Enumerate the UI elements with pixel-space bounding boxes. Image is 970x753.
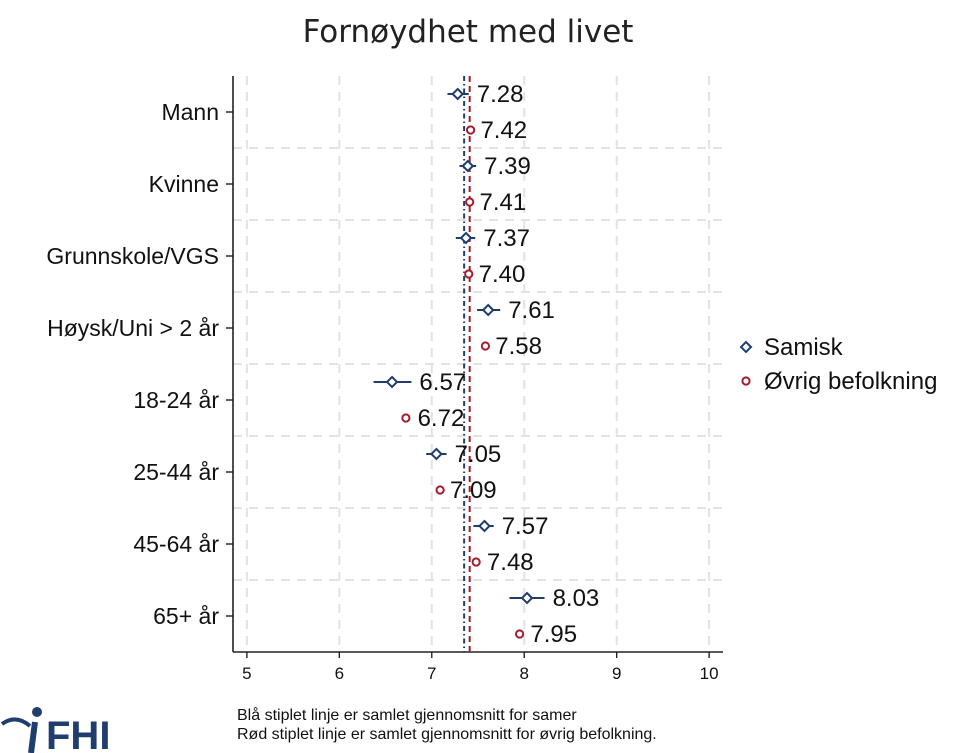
x-tick-label: 8: [519, 664, 528, 683]
legend-label: Øvrig befolkning: [764, 368, 937, 395]
data-point: [465, 197, 475, 207]
x-tick-label: 5: [242, 664, 251, 683]
legend: Samisk Øvrig befolkning: [739, 334, 937, 395]
data-label: 7.95: [530, 621, 577, 648]
category-label: Høysk/Uni > 2 år: [47, 315, 219, 341]
data-point: [471, 557, 481, 567]
data-point: [520, 591, 534, 605]
data-point: [451, 87, 465, 101]
data-point: [480, 341, 490, 351]
data-point: [515, 629, 525, 639]
data-point: [429, 447, 443, 461]
fhi-logo-mark: [0, 707, 42, 753]
x-tick-label: 10: [700, 664, 719, 683]
x-tick-label: 7: [427, 664, 436, 683]
plot-area: 5 6 7 8 9 10 Mann Kvinne Grunnskole/VGS Høysk/Uni…: [46, 76, 723, 683]
data-point: [481, 303, 495, 317]
data-point: [461, 159, 475, 173]
data-label: 7.57: [502, 513, 549, 540]
data-label: 7.37: [483, 225, 530, 252]
data-point: [385, 375, 399, 389]
data-point: [459, 231, 473, 245]
data-label: 6.57: [419, 369, 466, 396]
category-label: 45-64 år: [133, 531, 219, 557]
x-tick-label: 6: [335, 664, 344, 683]
footnote-ovrig: Rød stiplet linje er samlet gjennomsnitt…: [237, 726, 657, 743]
fhi-logo: FHI: [0, 707, 110, 753]
chart-title: Fornøydhet med livet: [303, 14, 634, 50]
category-label: Mann: [161, 99, 219, 125]
data-label: 7.41: [480, 189, 527, 216]
data-label: 7.39: [484, 153, 531, 180]
category-label: Grunnskole/VGS: [46, 243, 219, 269]
category-label: Kvinne: [149, 171, 219, 197]
footnote-samer: Blå stiplet linje er samlet gjennomsnitt…: [237, 707, 577, 724]
category-label: 25-44 år: [133, 459, 219, 485]
data-point: [478, 519, 491, 533]
data-point: [435, 485, 445, 495]
data-label: 7.05: [455, 441, 502, 468]
legend-label: Samisk: [764, 334, 844, 361]
fhi-logo-text: FHI: [46, 714, 110, 753]
data-point: [739, 340, 753, 354]
x-tick-label: 9: [612, 664, 621, 683]
data-label: 7.09: [450, 477, 497, 504]
data-point: [464, 269, 474, 279]
category-label: 18-24 år: [133, 387, 219, 413]
data-point: [401, 413, 411, 423]
data-point: [466, 125, 476, 135]
data-label: 7.42: [480, 117, 527, 144]
data-label: 7.28: [477, 81, 524, 108]
data-label: 7.40: [479, 261, 526, 288]
category-label: 65+ år: [153, 603, 219, 629]
data-label: 7.48: [487, 549, 534, 576]
data-label: 7.61: [508, 297, 555, 324]
data-label: 8.03: [553, 585, 600, 612]
data-label: 6.72: [418, 405, 465, 432]
data-label: 7.58: [495, 333, 542, 360]
data-point: [741, 376, 751, 386]
